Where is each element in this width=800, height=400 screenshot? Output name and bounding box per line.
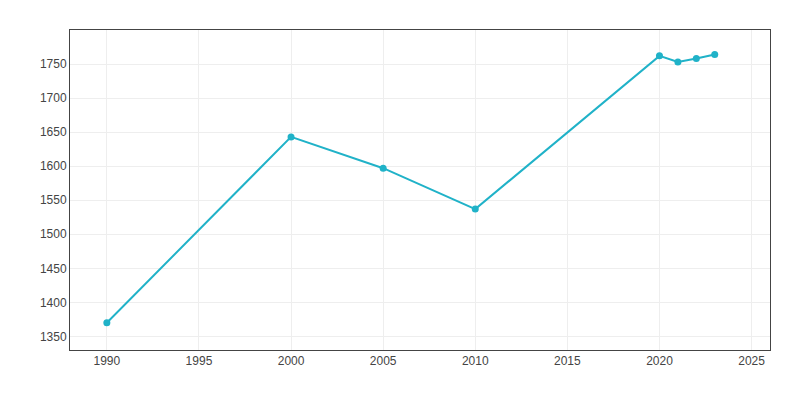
svg-text:1700: 1700 (40, 91, 67, 105)
svg-text:1500: 1500 (40, 227, 67, 241)
svg-text:1750: 1750 (40, 57, 67, 71)
svg-text:2005: 2005 (370, 354, 397, 368)
svg-text:2015: 2015 (554, 354, 581, 368)
svg-text:1450: 1450 (40, 262, 67, 276)
svg-text:2020: 2020 (646, 354, 673, 368)
svg-text:1600: 1600 (40, 159, 67, 173)
svg-text:1650: 1650 (40, 125, 67, 139)
svg-text:1990: 1990 (93, 354, 120, 368)
svg-text:1350: 1350 (40, 330, 67, 344)
svg-text:1995: 1995 (186, 354, 213, 368)
svg-text:2010: 2010 (462, 354, 489, 368)
svg-text:1400: 1400 (40, 296, 67, 310)
svg-text:1550: 1550 (40, 193, 67, 207)
svg-text:2000: 2000 (278, 354, 305, 368)
svg-text:2025: 2025 (738, 354, 765, 368)
